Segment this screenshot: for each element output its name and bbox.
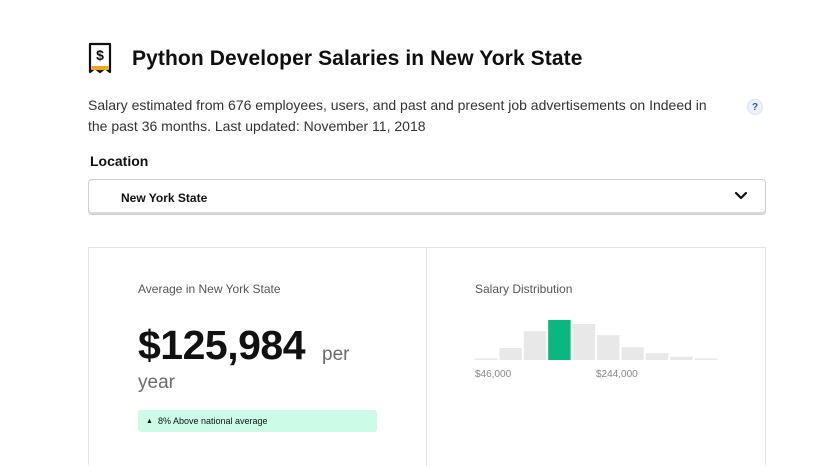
page-header: $ Python Developer Salaries in New York … — [88, 42, 583, 76]
distribution-bar — [597, 335, 620, 360]
average-salary-amount: $125,984 — [138, 322, 306, 368]
salary-document-icon: $ — [88, 42, 112, 76]
location-select-value: New York State — [121, 191, 208, 205]
chevron-down-icon — [734, 191, 748, 200]
salary-description: Salary estimated from 676 employees, use… — [88, 97, 707, 134]
distribution-bar — [670, 356, 693, 360]
comparison-text: 8% Above national average — [157, 416, 268, 426]
location-label: Location — [90, 153, 149, 169]
svg-text:$: $ — [96, 47, 104, 63]
distribution-bar — [621, 347, 644, 360]
card-divider — [426, 248, 427, 466]
national-comparison-badge: ▲ 8% Above national average — [138, 410, 377, 432]
location-select[interactable]: New York State — [88, 179, 766, 215]
distribution-bar — [475, 358, 498, 360]
average-label: Average in New York State — [138, 282, 281, 296]
distribution-bar — [645, 353, 669, 360]
distribution-bar — [694, 358, 717, 360]
salary-card: Average in New York State $125,984 per y… — [88, 247, 766, 466]
distribution-tick-low: $46,000 — [475, 369, 512, 380]
distribution-bar — [523, 331, 547, 360]
triangle-up-icon: ▲ — [146, 418, 153, 425]
salary-distribution-chart — [475, 320, 717, 360]
page-title: Python Developer Salaries in New York St… — [132, 47, 583, 70]
distribution-bar — [499, 348, 522, 360]
help-button[interactable]: ? — [747, 99, 763, 115]
distribution-bar — [572, 324, 595, 360]
distribution-bar-current — [548, 320, 571, 360]
average-salary-period: year — [138, 372, 175, 393]
distribution-label: Salary Distribution — [475, 282, 573, 296]
distribution-tick-high: $244,000 — [596, 369, 638, 380]
average-salary-per: per — [322, 344, 350, 365]
